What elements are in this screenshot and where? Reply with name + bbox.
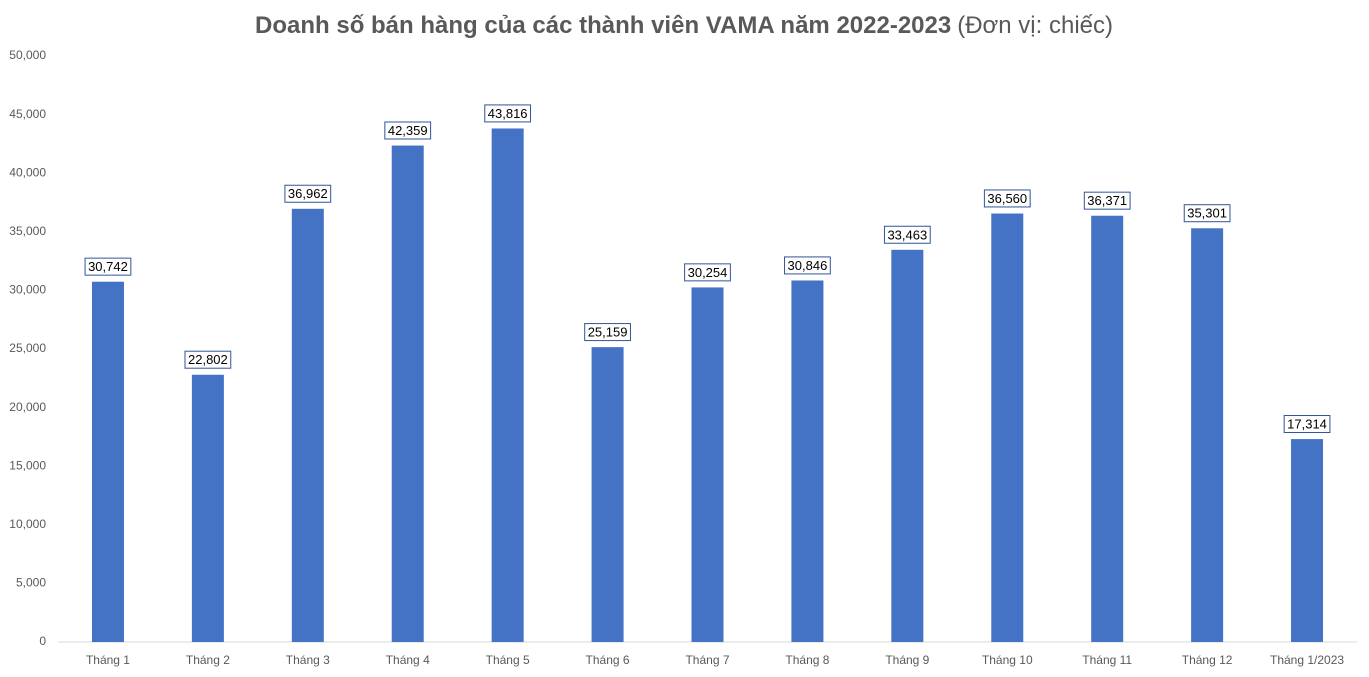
- data-label-box: [184, 350, 232, 369]
- y-tick-label: 20,000: [9, 400, 46, 414]
- x-tick-label: Tháng 1: [86, 653, 130, 667]
- x-tick-label: Tháng 3: [286, 653, 330, 667]
- data-label-box: [883, 225, 931, 244]
- y-tick-label: 25,000: [9, 341, 46, 355]
- x-tick-label: Tháng 11: [1082, 653, 1132, 667]
- data-label-box: [983, 189, 1031, 208]
- data-label: 25,159: [588, 325, 628, 340]
- y-tick-label: 30,000: [9, 283, 46, 297]
- x-tick-label: Tháng 12: [1182, 653, 1233, 667]
- bar: [1091, 215, 1124, 642]
- y-tick-label: 0: [39, 634, 46, 648]
- bar: [891, 249, 924, 642]
- bar: [491, 128, 524, 642]
- data-label-box: [1283, 415, 1331, 434]
- data-label-box: [784, 256, 831, 275]
- data-label-box: [84, 257, 132, 276]
- x-tick-label: Tháng 6: [586, 653, 630, 667]
- data-label-box: [684, 263, 731, 282]
- data-label-box: [1183, 204, 1231, 223]
- x-tick-label: Tháng 2: [186, 653, 230, 667]
- bar: [391, 145, 424, 642]
- x-tick-label: Tháng 9: [885, 653, 929, 667]
- data-label-box: [284, 184, 332, 203]
- y-tick-label: 50,000: [9, 48, 46, 62]
- bar: [1191, 228, 1224, 642]
- y-tick-label: 5,000: [16, 576, 46, 590]
- data-label: 22,802: [188, 352, 228, 367]
- data-label-box: [584, 323, 631, 342]
- data-label: 42,359: [388, 123, 428, 138]
- bar: [91, 281, 124, 642]
- x-tick-label: Tháng 1/2023: [1270, 653, 1344, 667]
- data-label-box: [1083, 191, 1131, 210]
- data-label: 36,560: [987, 191, 1027, 206]
- x-tick-label: Tháng 4: [386, 653, 430, 667]
- data-label: 35,301: [1187, 206, 1227, 221]
- bar: [991, 213, 1024, 643]
- bar: [791, 280, 824, 642]
- y-tick-label: 15,000: [9, 458, 46, 472]
- data-label: 17,314: [1287, 417, 1327, 432]
- bar: [191, 374, 224, 642]
- bar: [1291, 439, 1324, 642]
- data-label: 33,463: [887, 227, 927, 242]
- chart-unit: (Đơn vị: chiếc): [957, 12, 1113, 39]
- bar: [291, 208, 324, 642]
- data-label: 36,371: [1087, 193, 1127, 208]
- bar: [691, 287, 724, 642]
- data-label-box: [384, 121, 432, 140]
- bar: [591, 347, 624, 642]
- data-label-box: [484, 104, 532, 123]
- y-tick-label: 45,000: [9, 107, 46, 121]
- x-tick-label: Tháng 5: [486, 653, 530, 667]
- data-label: 30,254: [688, 265, 728, 280]
- chart-title-group: Doanh số bán hàng của các thành viên VAM…: [255, 12, 1113, 39]
- x-tick-label: Tháng 8: [785, 653, 829, 667]
- y-tick-label: 40,000: [9, 165, 46, 179]
- x-tick-label: Tháng 7: [685, 653, 729, 667]
- x-tick-label: Tháng 10: [982, 653, 1033, 667]
- data-label: 43,816: [488, 106, 528, 121]
- data-label: 30,742: [88, 259, 128, 274]
- data-label: 36,962: [288, 186, 328, 201]
- data-label: 30,846: [788, 258, 828, 273]
- y-tick-label: 35,000: [9, 224, 46, 238]
- y-tick-label: 10,000: [9, 517, 46, 531]
- chart-title: Doanh số bán hàng của các thành viên VAM…: [255, 12, 951, 39]
